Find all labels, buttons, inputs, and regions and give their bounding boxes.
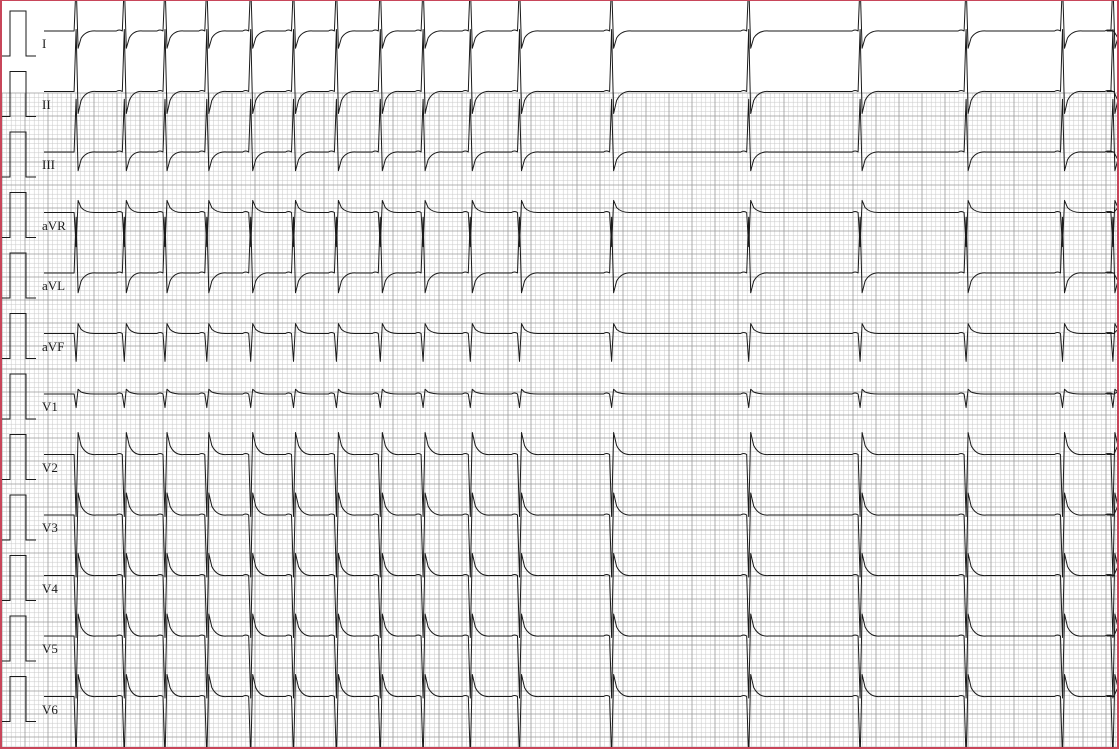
lead-trace-iii [44,98,1117,172]
calibration-pulse [2,192,36,238]
lead-trace-v1 [44,388,1117,409]
calibration-pulse [2,373,36,420]
calibration-pulse [2,555,36,601]
lead-trace-avf [44,323,1117,362]
lead-trace-v6 [44,674,1117,747]
calibration-pulse [2,494,36,541]
calibration-pulse [2,676,36,722]
calibration-pulse [2,434,36,480]
calibration-pulse [2,71,36,117]
grid-major-lines [2,92,1117,747]
ecg-grid [2,92,1117,747]
grid-minor-lines [2,93,1117,747]
calibration-pulse [2,313,36,359]
lead-trace-avl [44,216,1117,294]
lead-trace-v3 [44,492,1117,578]
calibration-pulse [2,131,36,178]
calibration-pulse [2,10,36,57]
lead-trace-avr [44,199,1117,248]
lead-trace-v4 [44,553,1117,638]
lead-trace-ii [44,29,1117,114]
calibration-pulse [2,252,36,299]
calibration-pulse [2,615,36,662]
lead-trace-v5 [44,613,1117,699]
lead-trace-v2 [44,432,1117,517]
lead-trace-i [44,1,1117,49]
